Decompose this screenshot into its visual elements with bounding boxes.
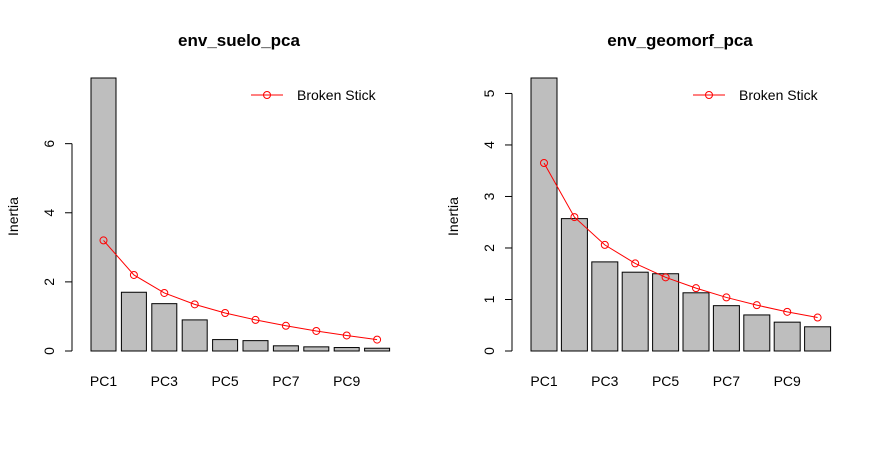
bar-pc2: [120, 291, 147, 352]
x-tick-label-pc9: PC9: [774, 373, 801, 389]
broken-stick-point-8: [752, 301, 761, 310]
broken-stick-point-10: [813, 313, 822, 322]
bar-pc8: [303, 346, 330, 352]
broken-stick-line: [543, 162, 818, 319]
bar-pc3: [591, 261, 619, 352]
x-tick-label-pc1: PC1: [530, 373, 557, 389]
broken-stick-point-6: [692, 284, 700, 293]
bar-pc6: [682, 292, 710, 352]
broken-stick-point-4: [631, 259, 640, 268]
broken-stick-point-3: [600, 240, 609, 249]
y-tick-label: 1: [481, 295, 497, 303]
bar-pc6: [242, 340, 269, 352]
bar-pc1: [530, 77, 558, 352]
broken-stick-line: [103, 240, 378, 341]
bar-pc2: [560, 218, 588, 352]
chart-title: env_geomorf_pca: [607, 31, 753, 50]
broken-stick-point-9: [783, 307, 792, 316]
broken-stick-point-7: [281, 321, 290, 330]
legend: Broken Stick: [693, 87, 819, 103]
broken-stick-point-3: [160, 288, 169, 297]
broken-stick-point-10: [373, 335, 382, 344]
broken-stick-point-8: [312, 326, 321, 335]
y-tick-label: 0: [481, 347, 497, 355]
bar-pc5: [212, 339, 239, 352]
y-tick-label: 2: [481, 244, 497, 252]
legend-label: Broken Stick: [297, 87, 377, 103]
x-tick-label-pc3: PC3: [151, 373, 178, 389]
broken-stick-point-2: [570, 213, 579, 222]
x-tick-label-pc3: PC3: [591, 373, 618, 389]
broken-stick-point-1: [540, 158, 548, 167]
x-tick-label-pc9: PC9: [333, 373, 360, 389]
broken-stick-point-6: [251, 315, 260, 324]
x-tick-label-pc5: PC5: [211, 373, 238, 389]
broken-stick-point-7: [722, 293, 731, 302]
chart-title: env_suelo_pca: [178, 31, 300, 50]
bar-pc9: [773, 321, 801, 352]
y-tick-label: 3: [481, 192, 497, 200]
bar-pc4: [621, 271, 649, 352]
legend: Broken Stick: [251, 87, 377, 103]
x-tick-label-pc7: PC7: [713, 373, 740, 389]
bar-pc8: [743, 314, 771, 352]
y-axis-label: Inertia: [445, 197, 461, 236]
bar-pc10: [804, 326, 832, 352]
bar-pc9: [333, 347, 360, 352]
broken-stick-point-9: [342, 331, 351, 340]
bar-pc7: [712, 305, 740, 352]
y-tick-label: 2: [41, 278, 57, 286]
bar-pc10: [364, 347, 391, 352]
chart-panel-2: env_geomorf_pca 0 1 2 3 4 5 Inertia PC1 PC3 PC5 PC7…: [445, 31, 832, 389]
bar-pc5: [652, 273, 680, 352]
broken-stick-point-1: [99, 236, 108, 245]
y-tick-label: 4: [481, 141, 497, 149]
y-tick-label: 4: [41, 209, 57, 217]
x-tick-label-pc5: PC5: [652, 373, 679, 389]
legend-marker: [705, 91, 713, 99]
y-tick-label: 5: [481, 89, 497, 97]
broken-stick-point-5: [221, 308, 230, 317]
chart-panel-1: env_suelo_pca 0 2 4 6 Inertia PC1 PC3 PC5 PC7 PC9 B…: [5, 31, 391, 389]
broken-stick-point-2: [129, 270, 138, 279]
x-tick-label-pc1: PC1: [90, 373, 117, 389]
bar-pc7: [272, 345, 299, 352]
y-tick-label: 6: [41, 140, 57, 148]
bar-pc1: [90, 77, 117, 352]
bar-pc3: [151, 303, 178, 352]
legend-marker: [263, 91, 271, 99]
broken-stick-point-4: [190, 300, 199, 309]
y-tick-label: 0: [41, 347, 57, 355]
broken-stick-point-5: [661, 273, 670, 282]
legend-label: Broken Stick: [739, 87, 819, 103]
y-axis-label: Inertia: [5, 197, 21, 236]
bar-pc4: [181, 319, 208, 352]
x-tick-label-pc7: PC7: [272, 373, 299, 389]
